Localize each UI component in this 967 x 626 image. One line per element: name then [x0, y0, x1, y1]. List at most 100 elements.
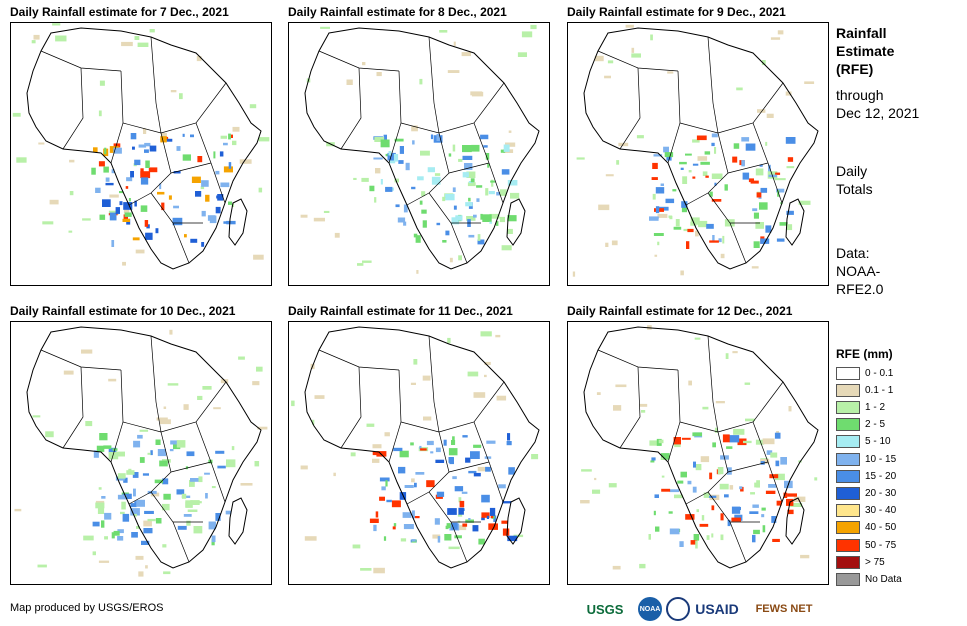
rainfall-patch: [507, 215, 517, 222]
rainfall-patch: [711, 142, 715, 147]
rainfall-patch: [176, 440, 186, 448]
rainfall-patch: [452, 187, 456, 192]
rainfall-speckle: [156, 417, 168, 421]
rainfall-speckle: [495, 334, 501, 338]
rainfall-patch: [776, 238, 785, 242]
rainfall-speckle: [202, 386, 212, 390]
rainfall-patch: [768, 164, 771, 173]
rainfall-patch: [140, 205, 148, 212]
country-border: [448, 162, 490, 174]
rainfall-patch: [385, 480, 388, 487]
rainfall-patch: [780, 457, 787, 465]
rainfall-patch: [381, 486, 386, 491]
rainfall-speckle: [636, 135, 644, 139]
country-border: [170, 162, 212, 174]
rainfall-patch: [752, 208, 758, 212]
rainfall-patch: [729, 435, 740, 443]
rainfall-patch: [673, 437, 681, 445]
rainfall-speckle: [631, 47, 635, 53]
rainfall-speckle: [576, 157, 585, 160]
rainfall-patch: [786, 210, 794, 215]
rainfall-speckle: [376, 72, 382, 77]
rainfall-patch: [393, 447, 403, 452]
rainfall-patch: [453, 205, 457, 210]
rainfall-speckle: [774, 178, 786, 181]
rainfall-speckle: [804, 81, 815, 84]
rainfall-patch: [711, 505, 715, 511]
rainfall-patch: [446, 523, 451, 528]
rainfall-speckle: [366, 423, 375, 427]
rainfall-patch: [399, 450, 409, 458]
rainfall-patch: [111, 240, 115, 247]
rainfall-speckle: [197, 395, 203, 400]
rainfall-speckle: [770, 37, 781, 40]
rainfall-speckle: [304, 536, 317, 541]
rainfall-patch: [123, 477, 128, 483]
rainfall-patch: [155, 439, 161, 445]
rainfall-patch: [427, 167, 435, 173]
rainfall-patch: [685, 153, 692, 156]
rainfall-patch: [484, 456, 492, 459]
map-panel-1: [10, 22, 272, 286]
country-border: [727, 162, 769, 174]
rainfall-patch: [470, 178, 475, 183]
rainfall-speckle: [372, 458, 380, 463]
rainfall-patch: [215, 513, 221, 521]
rainfall-patch: [145, 232, 153, 240]
rainfall-patch: [223, 142, 228, 146]
rainfall-patch: [673, 226, 682, 230]
rainfall-patch: [421, 209, 427, 214]
rainfall-patch: [485, 188, 489, 196]
rainfall-patch: [739, 486, 743, 490]
country-border: [428, 335, 440, 433]
rainfall-patch: [692, 163, 699, 166]
rainfall-speckle: [702, 406, 709, 410]
rainfall-speckle: [33, 34, 40, 40]
rainfall-patch: [117, 536, 124, 541]
rainfall-speckle: [258, 137, 270, 142]
rainfall-patch: [506, 441, 512, 446]
rainfall-speckle: [413, 359, 418, 365]
rainfall-patch: [771, 516, 777, 523]
rainfall-patch: [500, 149, 506, 153]
rainfall-patch: [134, 159, 141, 166]
rainfall-speckle: [145, 565, 148, 569]
rainfall-speckle: [353, 177, 357, 180]
rainfall-patch: [105, 177, 110, 182]
rainfall-patch: [389, 159, 396, 164]
rainfall-patch: [468, 197, 471, 202]
rainfall-speckle: [98, 560, 110, 563]
rainfall-patch: [692, 139, 700, 143]
rainfall-patch: [380, 179, 383, 185]
rainfall-patch: [228, 162, 232, 169]
rainfall-patch: [198, 476, 203, 483]
rainfall-speckle: [373, 567, 385, 574]
rainfall-speckle: [458, 255, 462, 261]
rainfall-patch: [666, 155, 672, 161]
rainfall-speckle: [252, 381, 260, 386]
rainfall-speckle: [254, 461, 260, 467]
rainfall-patch: [702, 171, 708, 176]
rainfall-patch: [113, 147, 122, 154]
rainfall-patch: [455, 215, 463, 221]
rainfall-patch: [770, 452, 778, 458]
country-border: [340, 366, 362, 449]
rainfall-speckle: [52, 23, 61, 26]
rainfall-speckle: [169, 329, 173, 335]
country-border: [122, 82, 227, 134]
country-border: [667, 369, 681, 463]
rainfall-speckle: [766, 113, 774, 118]
rainfall-patch: [476, 198, 480, 202]
rainfall-patch: [386, 499, 392, 503]
rainfall-patch: [123, 214, 128, 222]
rainfall-patch: [102, 199, 111, 207]
rainfall-patch: [661, 475, 665, 478]
rainfall-patch: [501, 169, 510, 175]
rainfall-patch: [471, 144, 480, 152]
rainfall-speckle: [580, 500, 590, 504]
rainfall-patch: [682, 176, 688, 184]
rainfall-speckle: [312, 419, 315, 425]
rainfall-speckle: [99, 80, 105, 86]
rainfall-patch: [785, 137, 796, 144]
rainfall-map: [300, 24, 540, 274]
